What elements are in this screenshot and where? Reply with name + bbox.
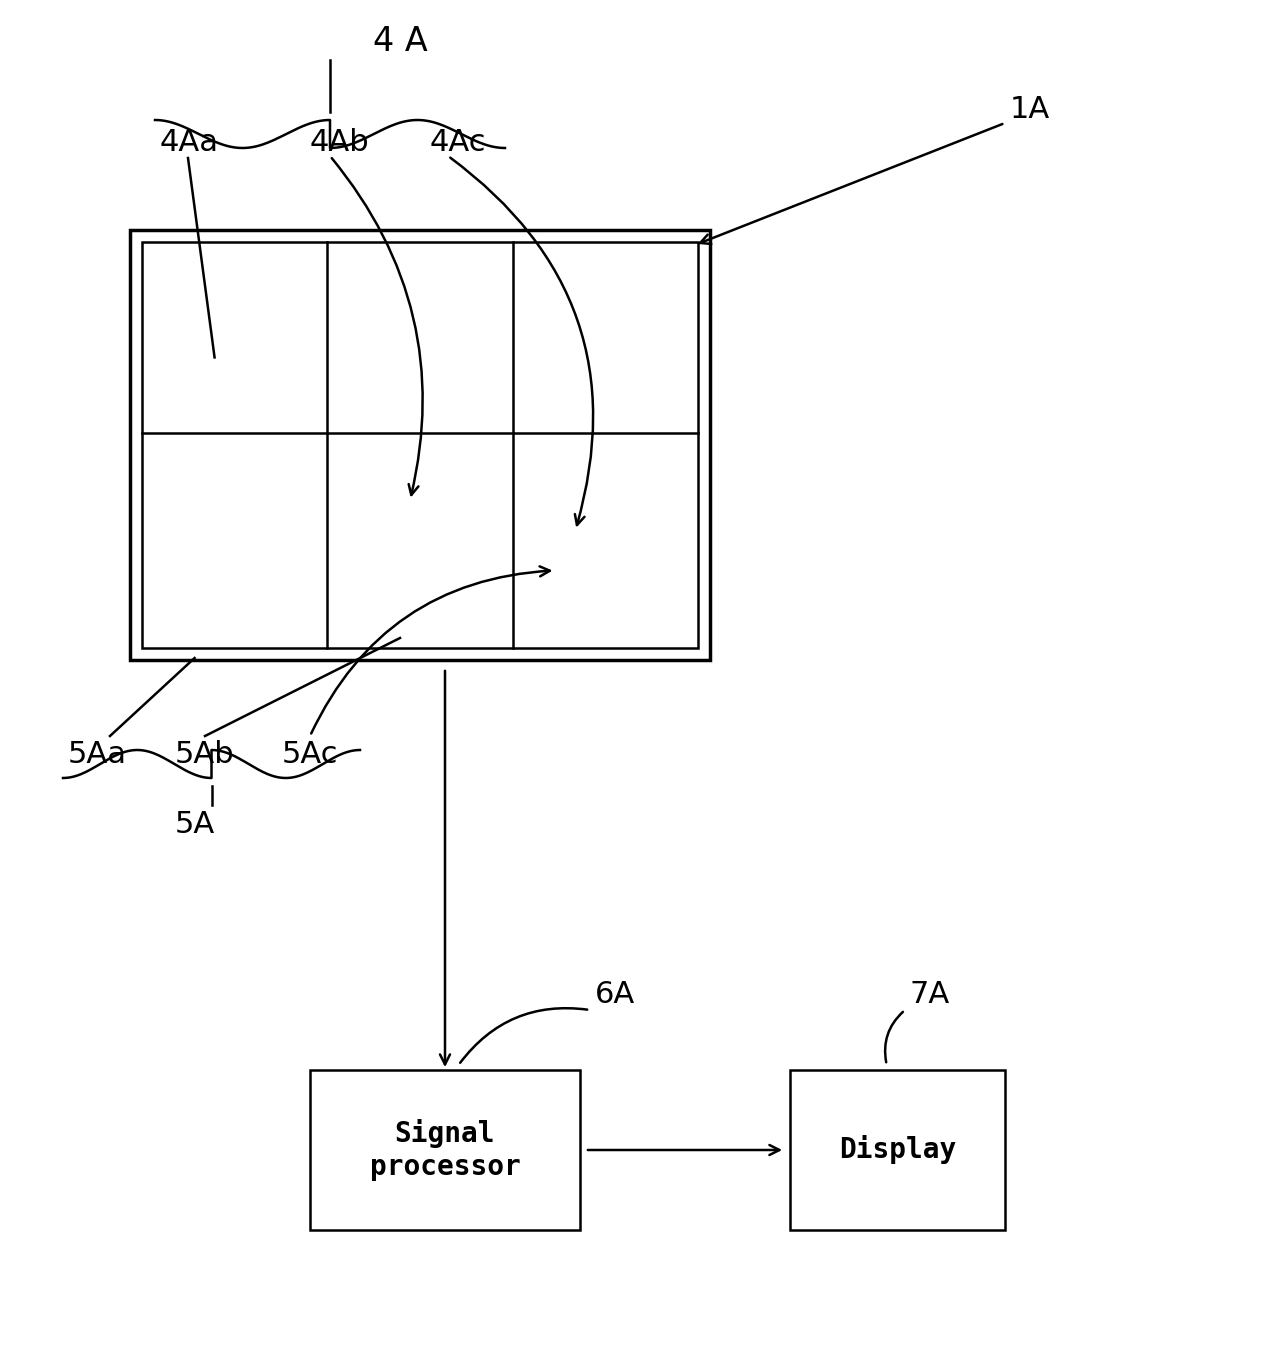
Text: 5A: 5A xyxy=(175,810,215,839)
Text: 4Ab: 4Ab xyxy=(310,127,370,157)
Text: 4Aa: 4Aa xyxy=(160,127,219,157)
Text: 6A: 6A xyxy=(595,980,636,1009)
Text: Signal
processor: Signal processor xyxy=(370,1120,520,1180)
Text: 4Ac: 4Ac xyxy=(430,127,487,157)
Text: 1A: 1A xyxy=(1010,94,1050,125)
Text: Display: Display xyxy=(839,1135,956,1165)
Text: 7A: 7A xyxy=(910,980,951,1009)
Text: 5Ab: 5Ab xyxy=(175,741,235,769)
Text: 5Ac: 5Ac xyxy=(282,741,338,769)
Bar xyxy=(791,1071,1005,1229)
Bar xyxy=(142,242,698,648)
Text: 4 A: 4 A xyxy=(372,25,427,57)
Bar xyxy=(130,230,710,660)
Bar xyxy=(310,1071,580,1229)
Text: 5Aa: 5Aa xyxy=(69,741,127,769)
